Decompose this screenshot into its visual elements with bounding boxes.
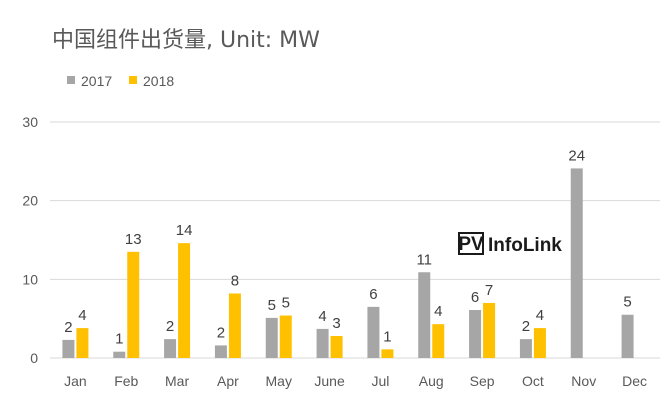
y-tick-label: 10 <box>22 271 38 287</box>
bar-2017-sep <box>469 310 482 358</box>
data-label: 4 <box>78 307 86 324</box>
x-category-label: Dec <box>622 373 647 389</box>
watermark-badge-text: PV <box>458 234 484 255</box>
bar-2018-aug <box>432 324 445 358</box>
x-category-label: Apr <box>217 373 239 389</box>
legend: 2017 2018 <box>67 73 174 89</box>
x-category-label: Aug <box>419 373 444 389</box>
bar-2018-sep <box>483 302 496 358</box>
watermark-text: InfoLink <box>488 235 562 256</box>
y-tick-label: 0 <box>30 350 38 366</box>
data-label: 4 <box>318 308 326 325</box>
y-axis-ticks: 0 10 20 30 <box>22 114 38 366</box>
legend-label-2017: 2017 <box>81 73 112 89</box>
bar-2017-june <box>316 328 329 358</box>
bar-2017-dec <box>621 314 634 358</box>
data-label: 6 <box>471 289 479 306</box>
y-tick-label: 30 <box>22 114 38 130</box>
data-label: 5 <box>268 297 276 314</box>
bar-2017-jul <box>367 306 380 358</box>
x-category-label: Sep <box>470 373 495 389</box>
data-label: 1 <box>115 331 123 348</box>
data-label: 11 <box>416 251 432 268</box>
data-label: 2 <box>522 318 530 335</box>
legend-swatch-2018 <box>129 76 137 84</box>
bar-2017-jan <box>62 339 75 358</box>
x-category-label: Jul <box>371 373 389 389</box>
data-label: 3 <box>332 315 340 332</box>
x-category-label: Feb <box>114 373 138 389</box>
bar-2017-oct <box>519 339 532 358</box>
chart-title: 中国组件出货量, Unit: MW <box>52 28 320 53</box>
bar-2018-mar <box>178 243 191 358</box>
bar-2017-mar <box>164 339 177 358</box>
watermark-badge-box <box>458 232 484 255</box>
data-label: 5 <box>282 295 290 312</box>
legend-label-2018: 2018 <box>143 73 174 89</box>
bar-2017-feb <box>113 351 126 358</box>
data-label: 13 <box>125 231 142 248</box>
legend-swatch-2017 <box>67 76 75 84</box>
y-tick-label: 20 <box>22 193 38 209</box>
x-axis-categories: Jan Feb Mar Apr May June Jul Aug Sep Oct Nov Dec <box>64 373 647 389</box>
data-label: 7 <box>485 282 493 299</box>
data-label: 4 <box>434 303 442 320</box>
bar-2018-oct <box>533 328 546 358</box>
data-label: 14 <box>176 222 193 239</box>
bar-2018-jan <box>76 328 89 358</box>
watermark-logo: PV InfoLink <box>458 232 562 256</box>
data-label: 1 <box>383 328 391 345</box>
gridlines <box>50 121 660 359</box>
data-label: 2 <box>64 319 72 336</box>
bar-2017-may <box>265 317 278 358</box>
bars <box>62 168 634 358</box>
data-label: 5 <box>623 294 631 311</box>
x-category-label: Nov <box>571 373 596 389</box>
bar-2017-nov <box>570 168 583 358</box>
data-label: 6 <box>369 286 377 303</box>
bar-2018-feb <box>127 251 140 358</box>
data-label: 8 <box>231 272 239 289</box>
bar-2017-aug <box>418 272 431 358</box>
bar-2018-may <box>279 315 292 358</box>
x-category-label: Oct <box>522 373 544 389</box>
data-label: 24 <box>568 147 585 164</box>
x-category-label: Mar <box>165 373 189 389</box>
bar-2018-june <box>330 335 343 358</box>
data-label: 2 <box>166 318 174 335</box>
bar-2018-apr <box>228 293 241 358</box>
bar-2017-apr <box>214 345 227 358</box>
x-category-label: Jan <box>64 373 87 389</box>
data-label: 2 <box>217 324 225 341</box>
x-category-label: June <box>314 373 345 389</box>
bar-2018-jul <box>381 349 394 358</box>
data-label: 4 <box>536 307 544 324</box>
x-category-label: May <box>266 373 292 389</box>
